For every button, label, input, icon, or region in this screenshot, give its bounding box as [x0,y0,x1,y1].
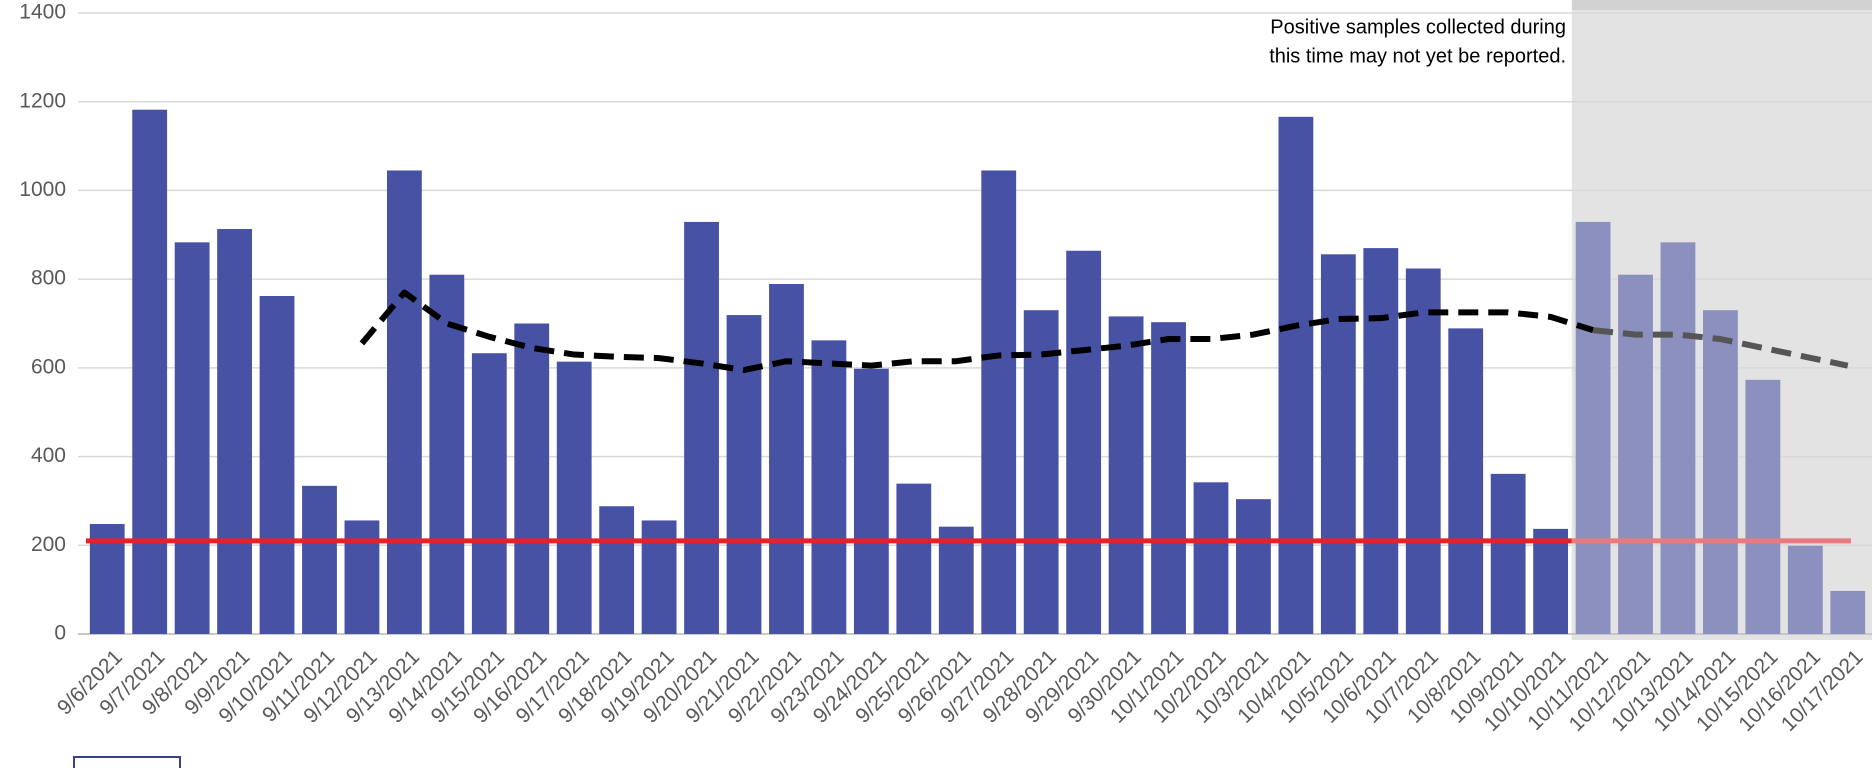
bar [1108,316,1144,634]
bar [1490,473,1526,634]
bar [514,323,550,634]
bar [1745,379,1781,634]
bar [853,368,889,634]
bar [1363,248,1399,635]
moving-average-line [1592,327,1849,369]
bar [641,520,677,634]
bar [1448,328,1484,634]
bar [1575,221,1611,634]
bar [1618,274,1653,634]
bar [1703,310,1738,634]
bar [1151,322,1186,634]
legend-box [73,756,181,768]
bar [599,506,635,634]
bar [896,483,932,634]
bar [259,295,295,634]
bar [1023,310,1059,634]
annotation: this time may not yet be reported. [1269,45,1566,67]
bar [726,315,762,634]
bar [1787,545,1823,634]
y-tick-label: 200 [31,533,66,556]
bar [1533,528,1569,634]
shaded-region-top [1571,0,1872,10]
bar [344,520,380,634]
bar [811,340,847,634]
y-tick-label: 1400 [19,1,66,24]
bar [1320,254,1356,634]
bar [1236,499,1271,634]
bar [684,221,719,634]
y-tick-label: 1000 [19,178,66,201]
bar [1278,116,1314,634]
annotation: Positive samples collected during [1270,16,1566,38]
bar [132,109,168,635]
bar [1066,250,1102,635]
bar [386,170,422,635]
bar [302,485,337,634]
y-tick-label: 800 [31,267,66,290]
y-tick-label: 1200 [19,89,66,112]
bar [429,274,465,634]
bar [471,353,507,634]
bar [1830,590,1866,634]
bar [938,526,974,634]
y-tick-label: 0 [54,622,66,645]
moving-average-line [359,289,1594,374]
bar [556,361,592,634]
bar [769,284,804,634]
bar [1193,482,1229,634]
bar [1405,268,1441,634]
bar [174,242,210,635]
y-tick-label: 400 [31,444,66,467]
bar [217,229,252,634]
bar [981,170,1017,635]
marks-layer [86,109,1866,635]
y-tick-label: 600 [31,355,66,378]
bar [1660,242,1696,635]
